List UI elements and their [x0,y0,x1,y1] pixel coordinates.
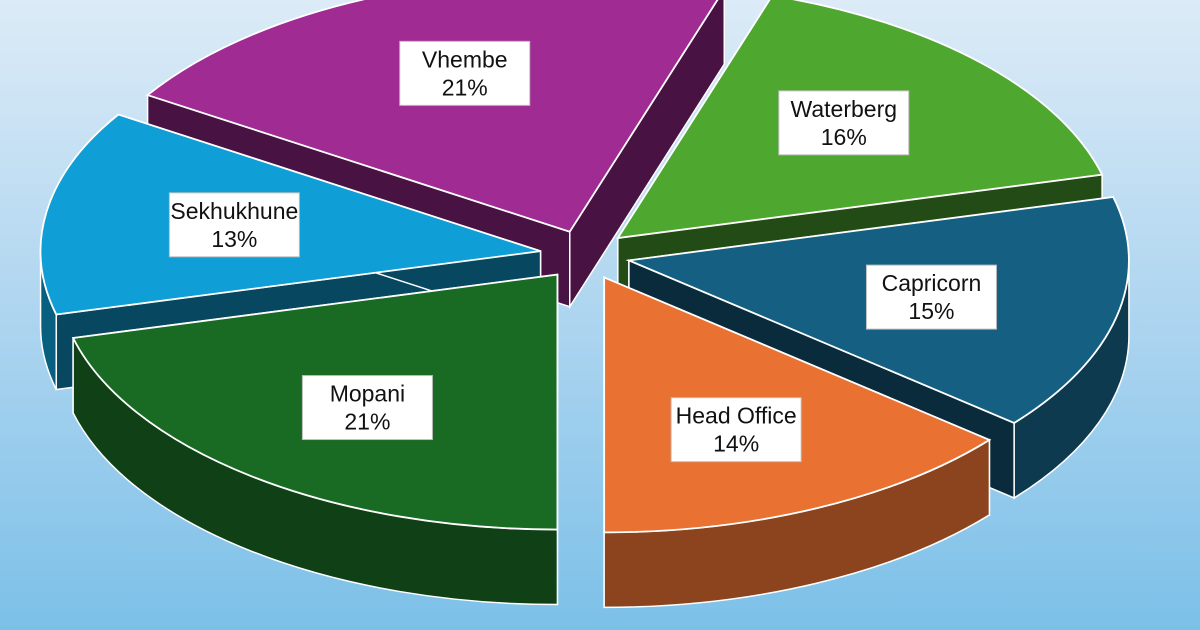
label-box [168,192,300,258]
label-box [865,264,997,330]
slice-percent: 16% [821,124,867,150]
slice-percent: 21% [344,409,390,435]
slice-label: Vhembe [422,46,508,72]
slice-top [145,0,719,233]
slice-label: Sekhukhune [170,198,298,224]
slice-label: Head Office [676,403,797,429]
slice-percent: 15% [908,298,954,324]
slice-label: Waterberg [791,96,898,122]
slice-percent: 14% [713,431,759,457]
slice-label: Mopani [330,381,405,407]
pie-slices [39,0,1130,609]
label-box [399,40,531,106]
slice-label: Capricorn [882,270,982,296]
slice-percent: 13% [211,226,257,252]
label-box [778,90,910,156]
slice-percent: 21% [442,74,488,100]
label-box [301,375,433,441]
label-box [670,397,802,463]
